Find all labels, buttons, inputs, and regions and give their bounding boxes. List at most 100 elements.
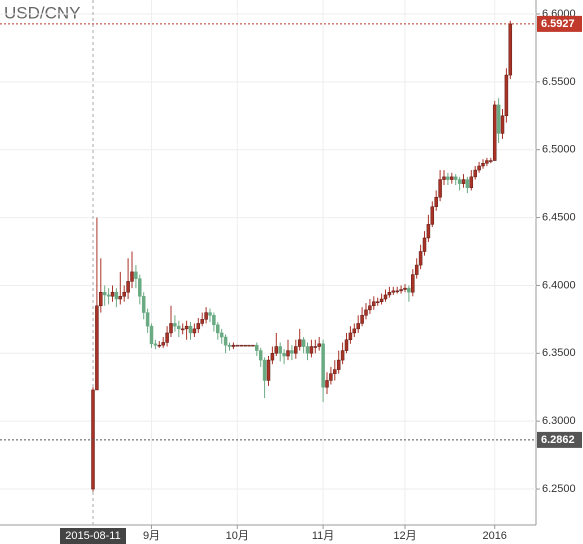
candle-body — [227, 344, 232, 347]
candle-body — [438, 179, 442, 198]
candle-body — [294, 346, 298, 354]
candle-body — [356, 323, 360, 330]
candle-body — [118, 296, 123, 300]
candle-body — [110, 291, 115, 297]
candle-body — [317, 343, 321, 347]
candle-body — [266, 359, 271, 381]
candle-body — [321, 343, 325, 388]
x-tick-label: 12月 — [393, 530, 416, 542]
candle-body — [102, 291, 107, 296]
candle-body — [208, 312, 212, 316]
x-tick-label: 2015-08-11 — [65, 530, 120, 542]
candle-body — [301, 339, 306, 347]
candle-body — [375, 301, 380, 303]
y-tick-label: 6.5500 — [542, 76, 576, 88]
candle-body — [243, 344, 247, 347]
y-tick-label: 6.3000 — [542, 415, 576, 427]
candle-body — [414, 264, 419, 275]
x-tick-label: 10月 — [226, 530, 249, 542]
candle-body — [278, 346, 282, 354]
candle-body — [305, 346, 310, 354]
candle-body — [282, 353, 286, 357]
y-tick-label: 6.3500 — [542, 347, 576, 359]
candle-body — [399, 289, 403, 292]
candle-body — [200, 319, 204, 324]
candle-body — [231, 344, 236, 347]
x-tick-label: 11月 — [312, 530, 334, 542]
candle-body — [336, 359, 341, 370]
candle-body — [364, 309, 368, 316]
candle-body — [360, 315, 364, 324]
candle-body — [465, 179, 470, 188]
candle-body — [368, 305, 372, 311]
candle-body — [95, 305, 99, 391]
candle-body — [134, 271, 138, 279]
candle-body — [247, 344, 251, 347]
candle-body — [270, 353, 275, 361]
x-label-box — [60, 528, 126, 544]
candle-body — [411, 274, 415, 293]
candle-body — [450, 176, 454, 180]
candle-body — [235, 344, 240, 347]
candle-body — [157, 344, 162, 347]
candle-body — [477, 165, 481, 171]
candle-body — [196, 323, 201, 330]
price-label: 6.2862 — [541, 434, 575, 446]
candle-body — [508, 23, 513, 76]
candle-body — [442, 176, 446, 180]
candle-body — [122, 291, 126, 297]
candle-body — [496, 104, 501, 134]
y-tick-label: 6.2500 — [542, 483, 576, 495]
candle-body — [348, 332, 353, 340]
candle-body — [138, 278, 142, 297]
candle-body — [223, 336, 228, 346]
candle-body — [188, 325, 193, 334]
candle-body — [434, 196, 438, 207]
price-label: 6.5927 — [541, 18, 575, 30]
candle-body — [219, 332, 224, 338]
candle-body — [297, 339, 302, 347]
candle-body — [395, 290, 399, 293]
candle-body — [106, 294, 111, 297]
x-tick-label: 9月 — [143, 530, 160, 542]
candle-body — [446, 176, 450, 180]
candle-body — [145, 312, 150, 327]
candle-body — [169, 323, 173, 334]
candle-body — [426, 224, 431, 239]
candle-body — [391, 290, 396, 293]
candle-body — [461, 179, 466, 184]
candle-body — [422, 237, 427, 252]
candle-body — [130, 271, 134, 282]
candle-body — [469, 176, 474, 188]
candle-body — [329, 373, 333, 381]
y-tick-label: 6.4000 — [542, 279, 576, 291]
price-label-box — [537, 15, 582, 32]
candle-body — [99, 291, 103, 307]
candle-body — [418, 251, 423, 266]
candle-body — [262, 359, 267, 381]
candle-body — [153, 343, 158, 346]
candle-body — [114, 291, 119, 300]
candle-body — [352, 328, 357, 334]
candle-body — [387, 291, 392, 296]
candle-body — [333, 369, 337, 374]
candle-body — [313, 346, 318, 348]
candle-body — [216, 324, 220, 334]
candle-body — [165, 332, 169, 343]
candle-body — [403, 287, 407, 290]
chart-title: USD/CNY — [4, 3, 81, 22]
candle-body — [212, 315, 216, 326]
candle-body — [492, 104, 497, 161]
candle-body — [149, 325, 154, 345]
x-tick-label: 2016 — [482, 530, 506, 542]
y-tick-label: 6.4500 — [542, 211, 576, 223]
candle-body — [290, 350, 294, 354]
candle-body — [204, 312, 208, 320]
candle-body — [239, 344, 243, 347]
candle-body — [192, 328, 197, 334]
candle-body — [407, 287, 411, 293]
candle-body — [457, 179, 462, 184]
y-tick-label: 6.5000 — [542, 144, 576, 156]
candle-body — [251, 344, 255, 347]
candle-body — [184, 325, 189, 330]
